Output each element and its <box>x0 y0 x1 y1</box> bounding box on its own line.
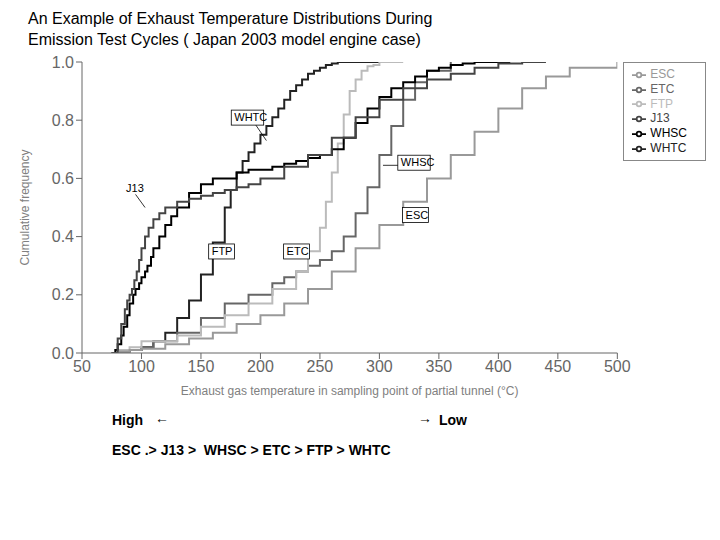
svg-text:500: 500 <box>604 358 631 375</box>
svg-text:50: 50 <box>73 358 91 375</box>
svg-text:ESC: ESC <box>406 209 429 221</box>
svg-text:Exhaust gas temperature in sam: Exhaust gas temperature in sampling poin… <box>181 384 519 398</box>
svg-text:0.4: 0.4 <box>52 228 74 245</box>
html-text:Low: Low <box>439 412 467 428</box>
svg-text:0.6: 0.6 <box>52 170 74 187</box>
svg-text:ETC: ETC <box>287 245 309 257</box>
svg-text:450: 450 <box>544 358 571 375</box>
svg-text:300: 300 <box>366 358 393 375</box>
svg-text:FTP: FTP <box>212 245 233 257</box>
svg-text:0.8: 0.8 <box>52 112 74 129</box>
html-text:ESC .> J13 > WHSC > ETC > FTP: ESC .> J13 > WHSC > ETC > FTP > WHTC <box>112 442 391 458</box>
svg-text:0.2: 0.2 <box>52 286 74 303</box>
svg-text:100: 100 <box>128 358 155 375</box>
svg-text:250: 250 <box>307 358 334 375</box>
svg-text:J13: J13 <box>126 182 144 194</box>
html-text:WHTC: WHTC <box>650 141 687 156</box>
svg-text:Cumulative frequency: Cumulative frequency <box>18 149 32 265</box>
html-text:WHSC: WHSC <box>650 126 687 141</box>
html-text:Emission Test Cycles ( Japan 2: Emission Test Cycles ( Japan 2003 model … <box>28 31 421 48</box>
svg-text:WHTC: WHTC <box>234 111 267 123</box>
html-text:An Example of Exhaust Temperat: An Example of Exhaust Temperature Distri… <box>28 10 433 27</box>
svg-text:200: 200 <box>247 358 274 375</box>
svg-text:0.0: 0.0 <box>52 345 74 362</box>
svg-text:350: 350 <box>426 358 453 375</box>
svg-text:150: 150 <box>188 358 215 375</box>
html-text:J13: J13 <box>650 111 670 126</box>
html-text:High: High <box>112 412 144 428</box>
svg-text:400: 400 <box>485 358 512 375</box>
html-text:FTP: FTP <box>650 96 673 111</box>
html-text:ESC: ESC <box>650 67 675 81</box>
svg-text:WHSC: WHSC <box>401 156 435 168</box>
svg-text:1.0: 1.0 <box>52 54 74 71</box>
html-text:ETC: ETC <box>650 81 675 96</box>
